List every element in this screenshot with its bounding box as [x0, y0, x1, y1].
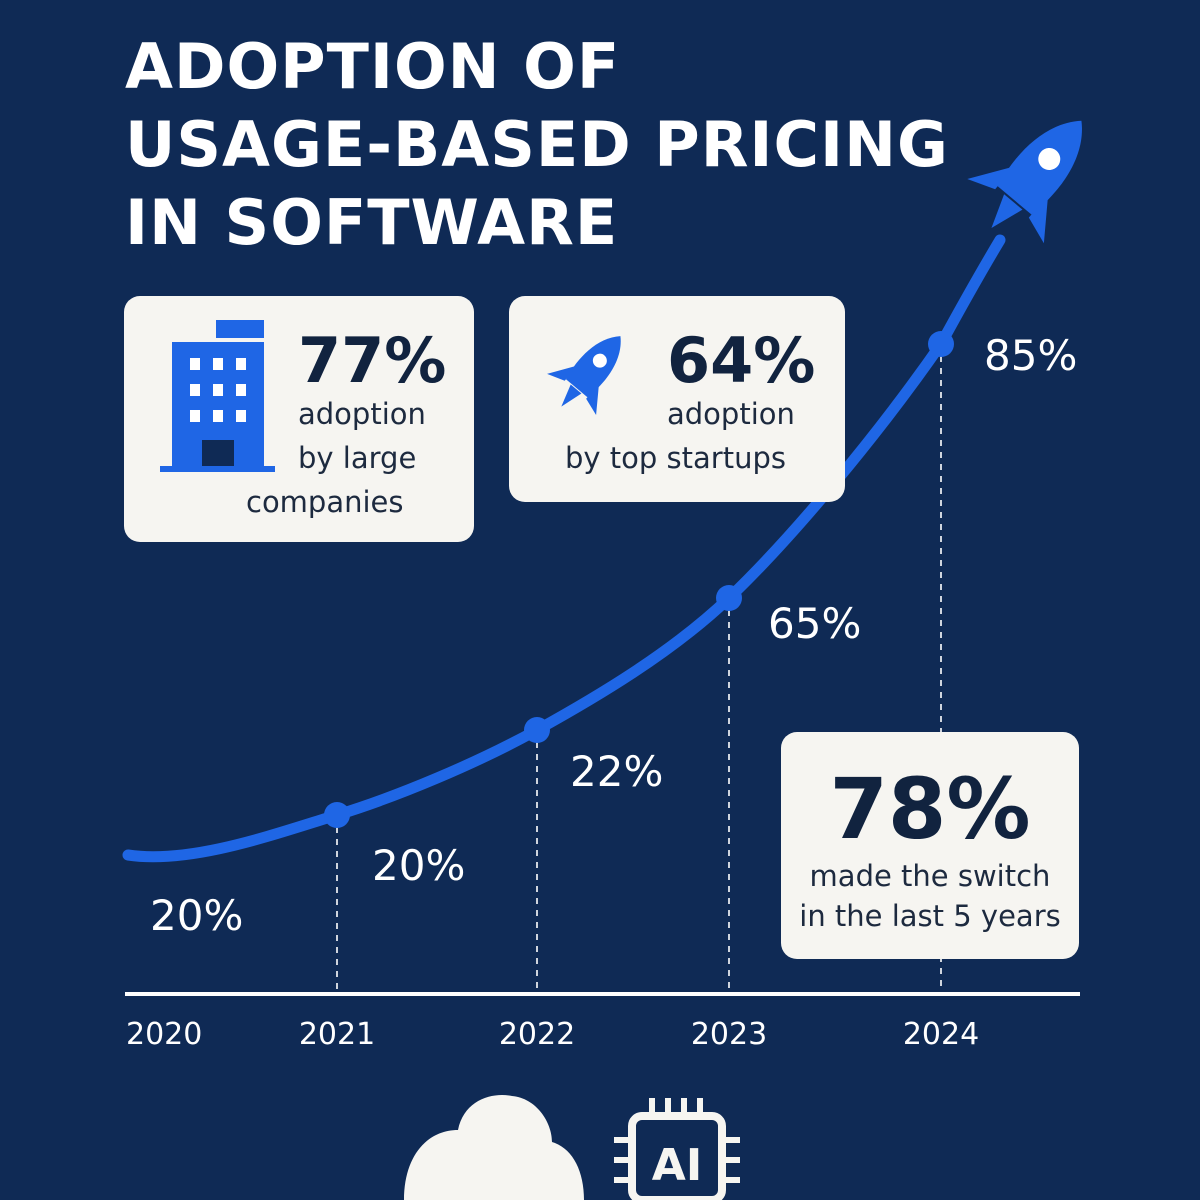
title-line-1: ADOPTION OF	[125, 30, 621, 103]
stat-text-large-1: adoption	[298, 397, 426, 431]
value-label-2022: 22%	[570, 747, 663, 796]
stat-text-large-2: by large	[298, 441, 417, 475]
cloud-icon	[404, 1095, 584, 1200]
stat-card-switch: 78% made the switch in the last 5 years	[781, 732, 1079, 959]
chart-title: ADOPTION OF USAGE-BASED PRICING IN SOFTW…	[125, 28, 949, 262]
data-point-2023	[716, 585, 742, 611]
x-tick-2020: 2020	[126, 1017, 202, 1052]
value-label-2024: 85%	[984, 331, 1077, 380]
data-point-2024	[928, 331, 954, 357]
stat-text-startups-1: adoption	[667, 397, 795, 431]
stat-card-top-startups: 64% adoption by top startups	[509, 296, 845, 502]
title-line-2: USAGE-BASED PRICING	[125, 108, 949, 181]
stat-value-large: 77%	[298, 324, 447, 397]
rocket-icon	[547, 336, 621, 415]
x-tick-2022: 2022	[499, 1017, 575, 1052]
stat-text-startups-2: by top startups	[565, 441, 786, 475]
ai-chip-label: AI	[652, 1140, 702, 1191]
ai-chip-icon: AI	[614, 1098, 740, 1200]
stat-value-switch: 78%	[829, 760, 1031, 858]
data-point-2021	[324, 802, 350, 828]
x-tick-2023: 2023	[691, 1017, 767, 1052]
rocket-icon	[967, 120, 1082, 244]
stat-text-switch-1: made the switch	[809, 859, 1051, 893]
stat-card-large-companies: 77% adoption by large companies	[124, 296, 474, 542]
x-tick-2024: 2024	[903, 1017, 979, 1052]
office-building-icon	[160, 320, 275, 472]
value-label-2023: 65%	[768, 599, 861, 648]
stat-text-switch-2: in the last 5 years	[799, 899, 1061, 933]
stat-text-large-3: companies	[246, 485, 404, 519]
data-point-2022	[524, 717, 550, 743]
value-label-2021: 20%	[372, 841, 465, 890]
x-tick-2021: 2021	[299, 1017, 375, 1052]
title-line-3: IN SOFTWARE	[125, 186, 619, 259]
stat-value-startups: 64%	[667, 324, 816, 397]
value-label-2020: 20%	[150, 891, 243, 940]
